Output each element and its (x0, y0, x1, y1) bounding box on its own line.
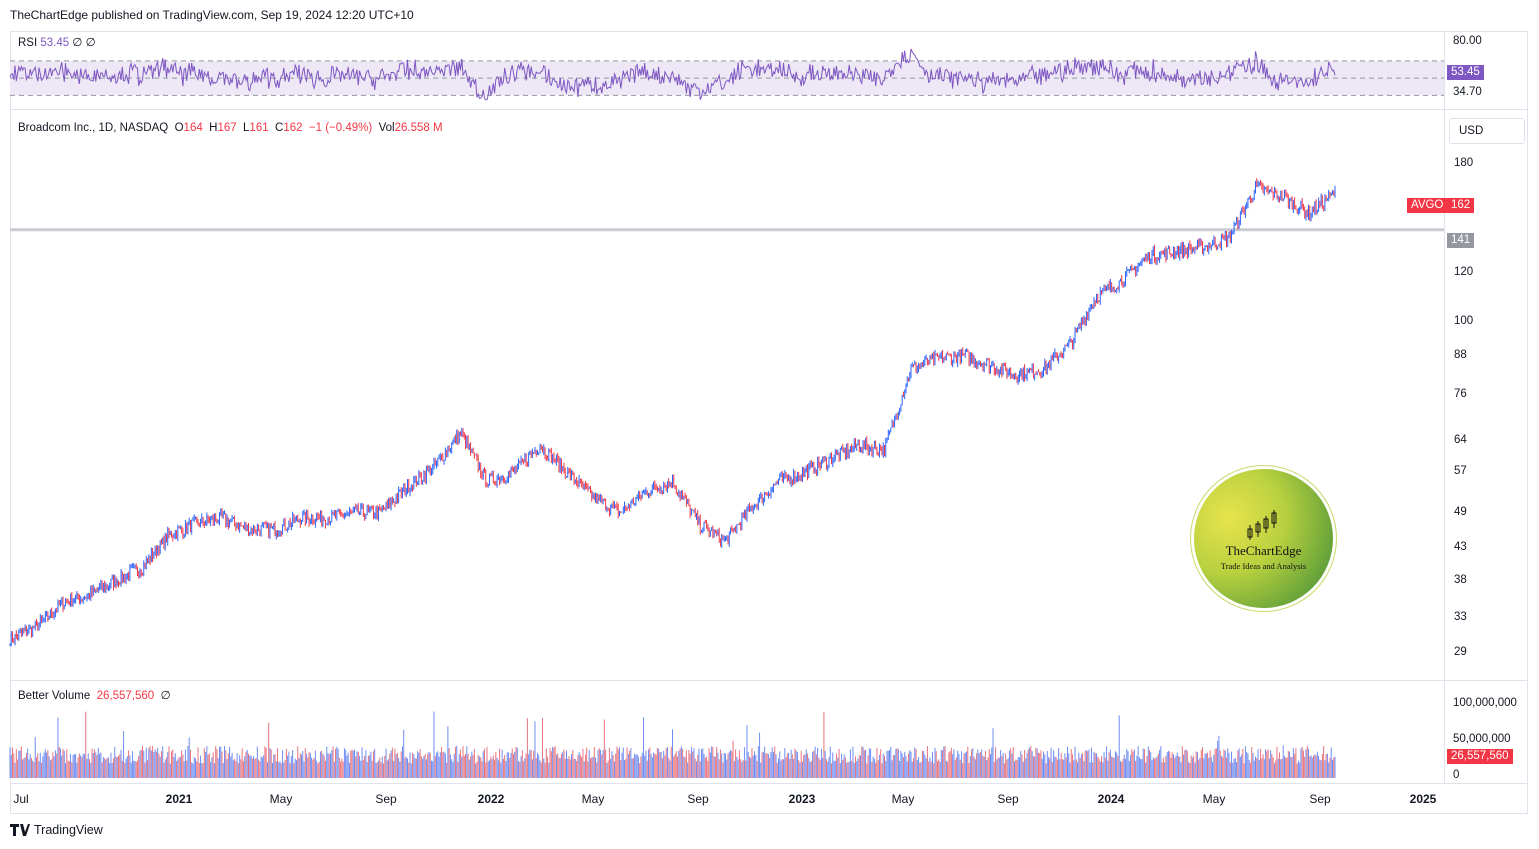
low-label: L (243, 122, 250, 134)
candlestick-logo-icon (1247, 510, 1277, 540)
volume-label: Better Volume (18, 690, 91, 702)
price-axis-tick: 88 (1454, 348, 1467, 361)
open-value: 164 (183, 122, 203, 134)
open-label: O (174, 122, 184, 134)
tradingview-brand: TradingView (34, 823, 103, 837)
time-axis-label: May (1202, 792, 1226, 806)
symbol-title: Broadcom Inc., 1D, NASDAQ (18, 122, 169, 134)
chart-frame (10, 31, 1528, 814)
rsi-axis-tick-upper: 80.00 (1453, 35, 1482, 47)
time-axis-label: May (891, 792, 915, 806)
rsi-value: 53.45 (40, 37, 70, 49)
last-price-tag: 162 (1447, 198, 1475, 213)
close-value: 162 (283, 122, 303, 134)
change-value: −1 (−0.49%) (308, 122, 373, 134)
publisher-text: TheChartEdge published on TradingView.co… (10, 8, 414, 22)
rsi-legend[interactable]: RSI 53.45 ∅ ∅ (18, 35, 96, 49)
time-axis-label: Sep (687, 792, 709, 806)
volume-pane-separator[interactable] (10, 680, 1528, 681)
price-axis-tick: 120 (1454, 265, 1474, 278)
tradingview-footer[interactable]: TradingView (10, 823, 103, 837)
volume-params: ∅ (160, 690, 171, 702)
ticker-tag: AVGO (1407, 198, 1448, 213)
price-axis-tick: 64 (1454, 434, 1467, 447)
price-axis-tick: 33 (1454, 611, 1467, 624)
time-axis-label: Sep (1309, 792, 1331, 806)
time-axis-separator (10, 783, 1528, 784)
up-candles (9, 180, 1336, 647)
price-axis-tick: 100 (1454, 314, 1474, 327)
tradingview-logo-icon (10, 824, 30, 836)
low-value: 161 (249, 122, 269, 134)
time-axis-label: Jul (13, 792, 29, 806)
time-axis-label: 2024 (1097, 792, 1125, 806)
rsi-label: RSI (18, 37, 38, 49)
time-axis-label: 2023 (788, 792, 816, 806)
down-candles (12, 178, 1335, 644)
level-price-tag: 141 (1447, 233, 1475, 248)
vol-label: Vol (378, 122, 395, 134)
rsi-current-tag: 53.45 (1447, 65, 1484, 80)
logo-subtitle: Trade Ideas and Analysis (1220, 561, 1307, 571)
volume-legend[interactable]: Better Volume 26,557,560 ∅ (18, 688, 171, 702)
price-axis-tick: 76 (1454, 388, 1467, 401)
thechartedge-logo (1194, 469, 1333, 608)
rsi-axis-tick-lower: 34.70 (1453, 86, 1482, 98)
time-axis-label: 2025 (1409, 792, 1437, 806)
volume-value: 26,557,560 (96, 690, 155, 702)
time-axis-label: May (581, 792, 605, 806)
rsi-params: ∅ ∅ (72, 37, 96, 49)
rsi-line (9, 48, 1336, 101)
time-axis-label: 2022 (477, 792, 505, 806)
rsi-pane-separator[interactable] (10, 109, 1528, 110)
price-axis-separator (1444, 31, 1445, 783)
time-axis-label: Sep (997, 792, 1019, 806)
price-axis-tick: 57 (1454, 465, 1467, 478)
time-axis-label: Sep (375, 792, 397, 806)
price-axis-tick: 49 (1454, 505, 1467, 518)
logo-title: TheChartEdge (1225, 543, 1302, 558)
high-label: H (209, 122, 218, 134)
time-axis-label: May (269, 792, 293, 806)
price-axis-tick: 29 (1454, 645, 1467, 658)
price-axis-tick: 180 (1454, 157, 1474, 170)
price-legend[interactable]: Broadcom Inc., 1D, NASDAQ O164 H167 L161… (18, 122, 443, 134)
price-axis-tick: 38 (1454, 573, 1467, 586)
volume-axis-tick-100m: 100,000,000 (1453, 697, 1517, 709)
volume-axis-tick-50m: 50,000,000 (1453, 733, 1511, 745)
high-value: 167 (217, 122, 237, 134)
volume-bars (9, 711, 1336, 778)
volume-current-tag: 26,557,560 (1447, 749, 1513, 764)
time-axis-label: 2021 (165, 792, 193, 806)
price-axis-tick: 43 (1454, 540, 1467, 553)
currency-button[interactable]: USD (1449, 118, 1525, 144)
volume-axis-tick-0: 0 (1453, 769, 1460, 781)
close-label: C (275, 122, 284, 134)
vol-value: 26.558 M (394, 122, 443, 134)
